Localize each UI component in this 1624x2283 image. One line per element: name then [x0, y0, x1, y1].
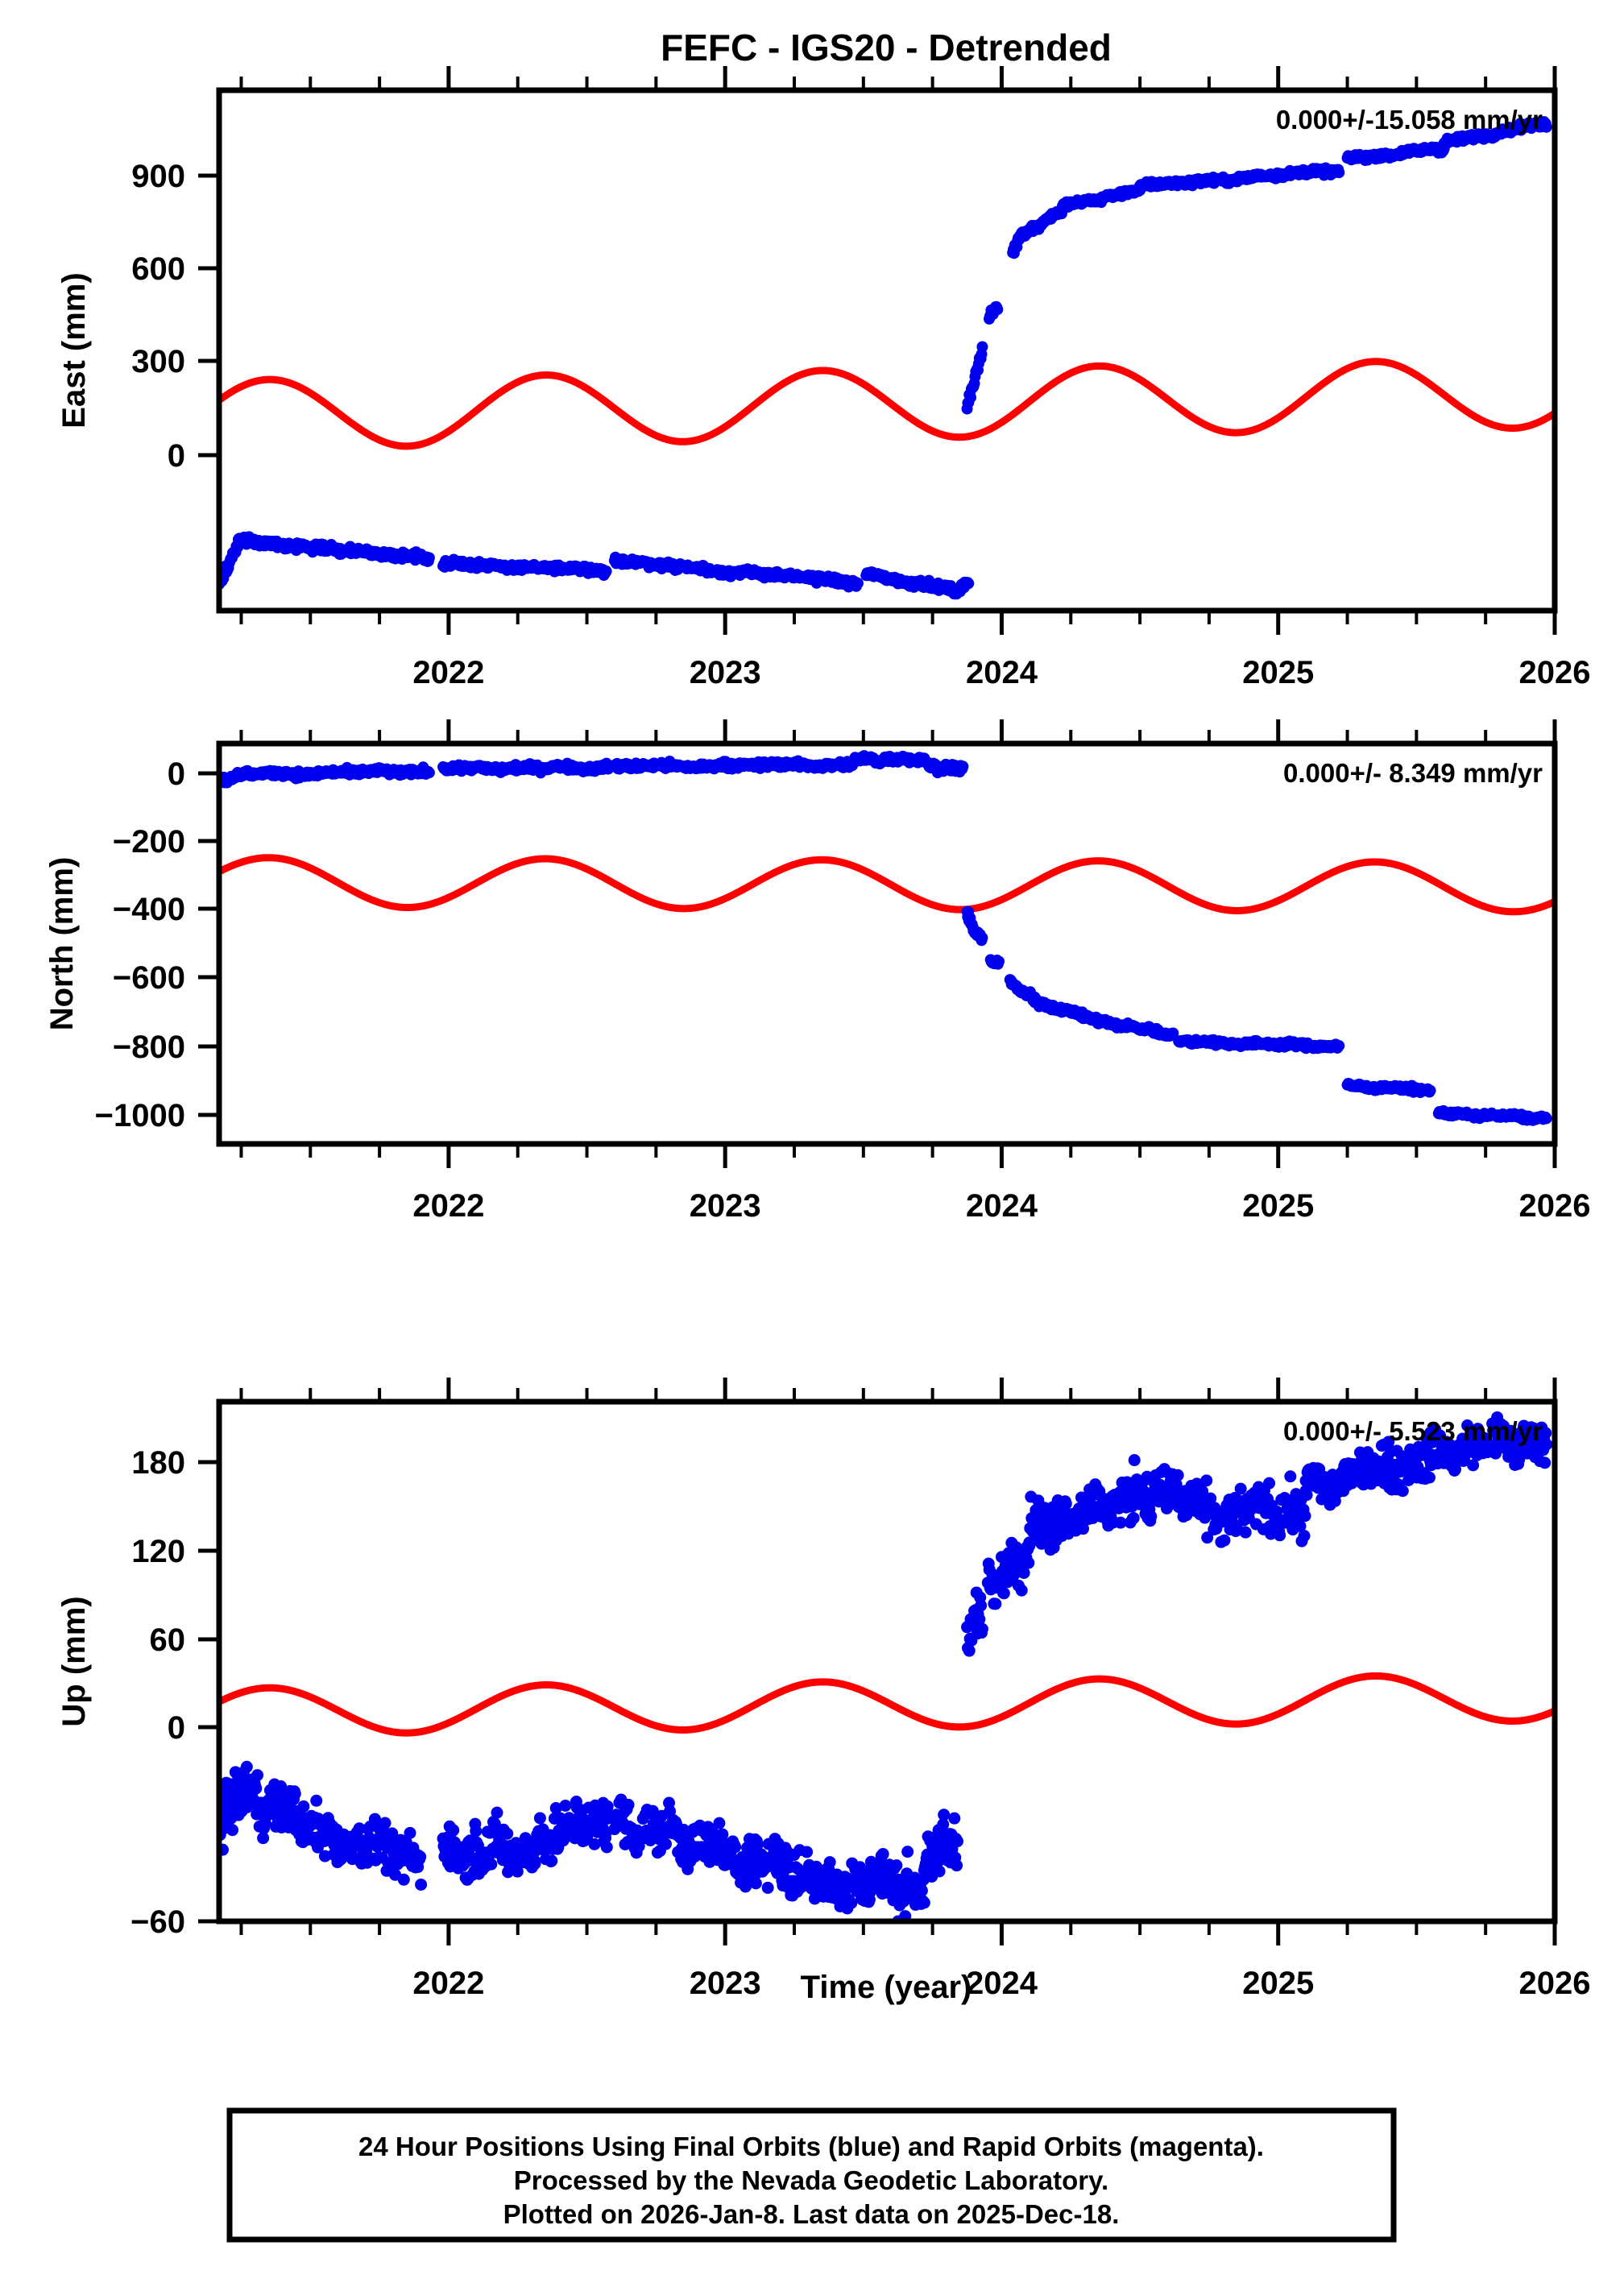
- rate-annotation-up: 0.000+/- 5.523 mm/yr: [1283, 1416, 1543, 1446]
- y-tick-label-east-2: 600: [131, 251, 185, 287]
- plot-area-up: [219, 1411, 1555, 1921]
- y-axis-label-north: North (mm): [44, 857, 80, 1031]
- x-tick-label-up-2: 2024: [966, 1966, 1038, 2001]
- data-points-east: [219, 116, 1552, 600]
- model-curve-up: [219, 1672, 1555, 1737]
- y-tick-label-up-2: 60: [150, 1622, 186, 1658]
- axes-frame-north: [216, 740, 1558, 1147]
- x-tick-label-north-3: 2025: [1242, 1188, 1314, 1224]
- y-tick-label-up-0: −60: [130, 1904, 185, 1940]
- y-tick-label-up-4: 180: [131, 1445, 185, 1481]
- x-tick-label-up-0: 2022: [412, 1966, 484, 2001]
- panel-up: −60 0 60 120 180 2022 2023 2024 2025 2026 Up (mm) 0…: [56, 1378, 1590, 2001]
- page-title: FEFC - IGS20 - Detrended: [661, 27, 1112, 68]
- x-tick-label-north-4: 2026: [1519, 1188, 1591, 1224]
- x-tick-label-east-2: 2024: [966, 655, 1038, 690]
- rate-annotation-east: 0.000+/-15.058 mm/yr: [1276, 105, 1543, 135]
- y-tick-label-north-4: −200: [113, 824, 185, 860]
- x-tick-label-north-2: 2024: [966, 1188, 1038, 1224]
- x-tick-label-up-3: 2025: [1242, 1966, 1314, 2001]
- axes-frame-east: [216, 87, 1558, 614]
- panel-east: 0 300 600 900 2022 2023 2024 2025 2026 East (mm) 0…: [56, 66, 1590, 690]
- y-tick-label-north-5: 0: [168, 756, 185, 792]
- y-tick-label-east-3: 900: [131, 159, 185, 194]
- rate-annotation-north: 0.000+/- 8.349 mm/yr: [1283, 758, 1543, 788]
- x-axis-label: Time (year): [801, 1970, 972, 2005]
- y-axis-label-east: East (mm): [56, 272, 92, 428]
- plot-area-north: [219, 750, 1555, 1126]
- panel-north: −1000 −800 −600 −400 −200 0 2022 2023 2024 2025 20…: [44, 719, 1590, 1224]
- x-tick-label-east-4: 2026: [1519, 655, 1591, 690]
- data-points-north: [219, 750, 1552, 1126]
- x-tick-label-north-1: 2023: [690, 1188, 761, 1224]
- y-tick-label-up-3: 120: [131, 1534, 185, 1569]
- y-tick-label-north-1: −800: [113, 1030, 185, 1065]
- data-points-up: [219, 1411, 1553, 1921]
- model-curve-north: [219, 854, 1555, 916]
- x-tick-label-east-1: 2023: [690, 655, 761, 690]
- caption-line-3: Plotted on 2026-Jan-8. Last data on 2025…: [503, 2199, 1120, 2229]
- y-axis-label-up: Up (mm): [56, 1596, 92, 1726]
- x-tick-label-north-0: 2022: [412, 1188, 484, 1224]
- y-tick-label-east-1: 300: [131, 344, 185, 379]
- y-tick-label-north-2: −600: [113, 960, 185, 996]
- caption-line-2: Processed by the Nevada Geodetic Laborat…: [514, 2165, 1108, 2195]
- y-tick-label-east-0: 0: [168, 438, 185, 474]
- model-curve-east: [219, 358, 1555, 450]
- caption-box: 24 Hour Positions Using Final Orbits (bl…: [226, 2107, 1397, 2243]
- y-tick-label-north-0: −1000: [95, 1098, 185, 1133]
- x-tick-label-up-4: 2026: [1519, 1966, 1591, 2001]
- caption-line-1: 24 Hour Positions Using Final Orbits (bl…: [358, 2132, 1264, 2161]
- x-tick-label-east-0: 2022: [412, 655, 484, 690]
- x-tick-label-up-1: 2023: [690, 1966, 761, 2001]
- y-tick-label-north-3: −400: [113, 892, 185, 927]
- plot-area-east: [219, 116, 1555, 600]
- x-tick-label-east-3: 2025: [1242, 655, 1314, 690]
- y-tick-label-up-1: 0: [168, 1710, 185, 1746]
- axes-frame-up: [216, 1398, 1558, 1925]
- caption-box-frame: [226, 2107, 1397, 2243]
